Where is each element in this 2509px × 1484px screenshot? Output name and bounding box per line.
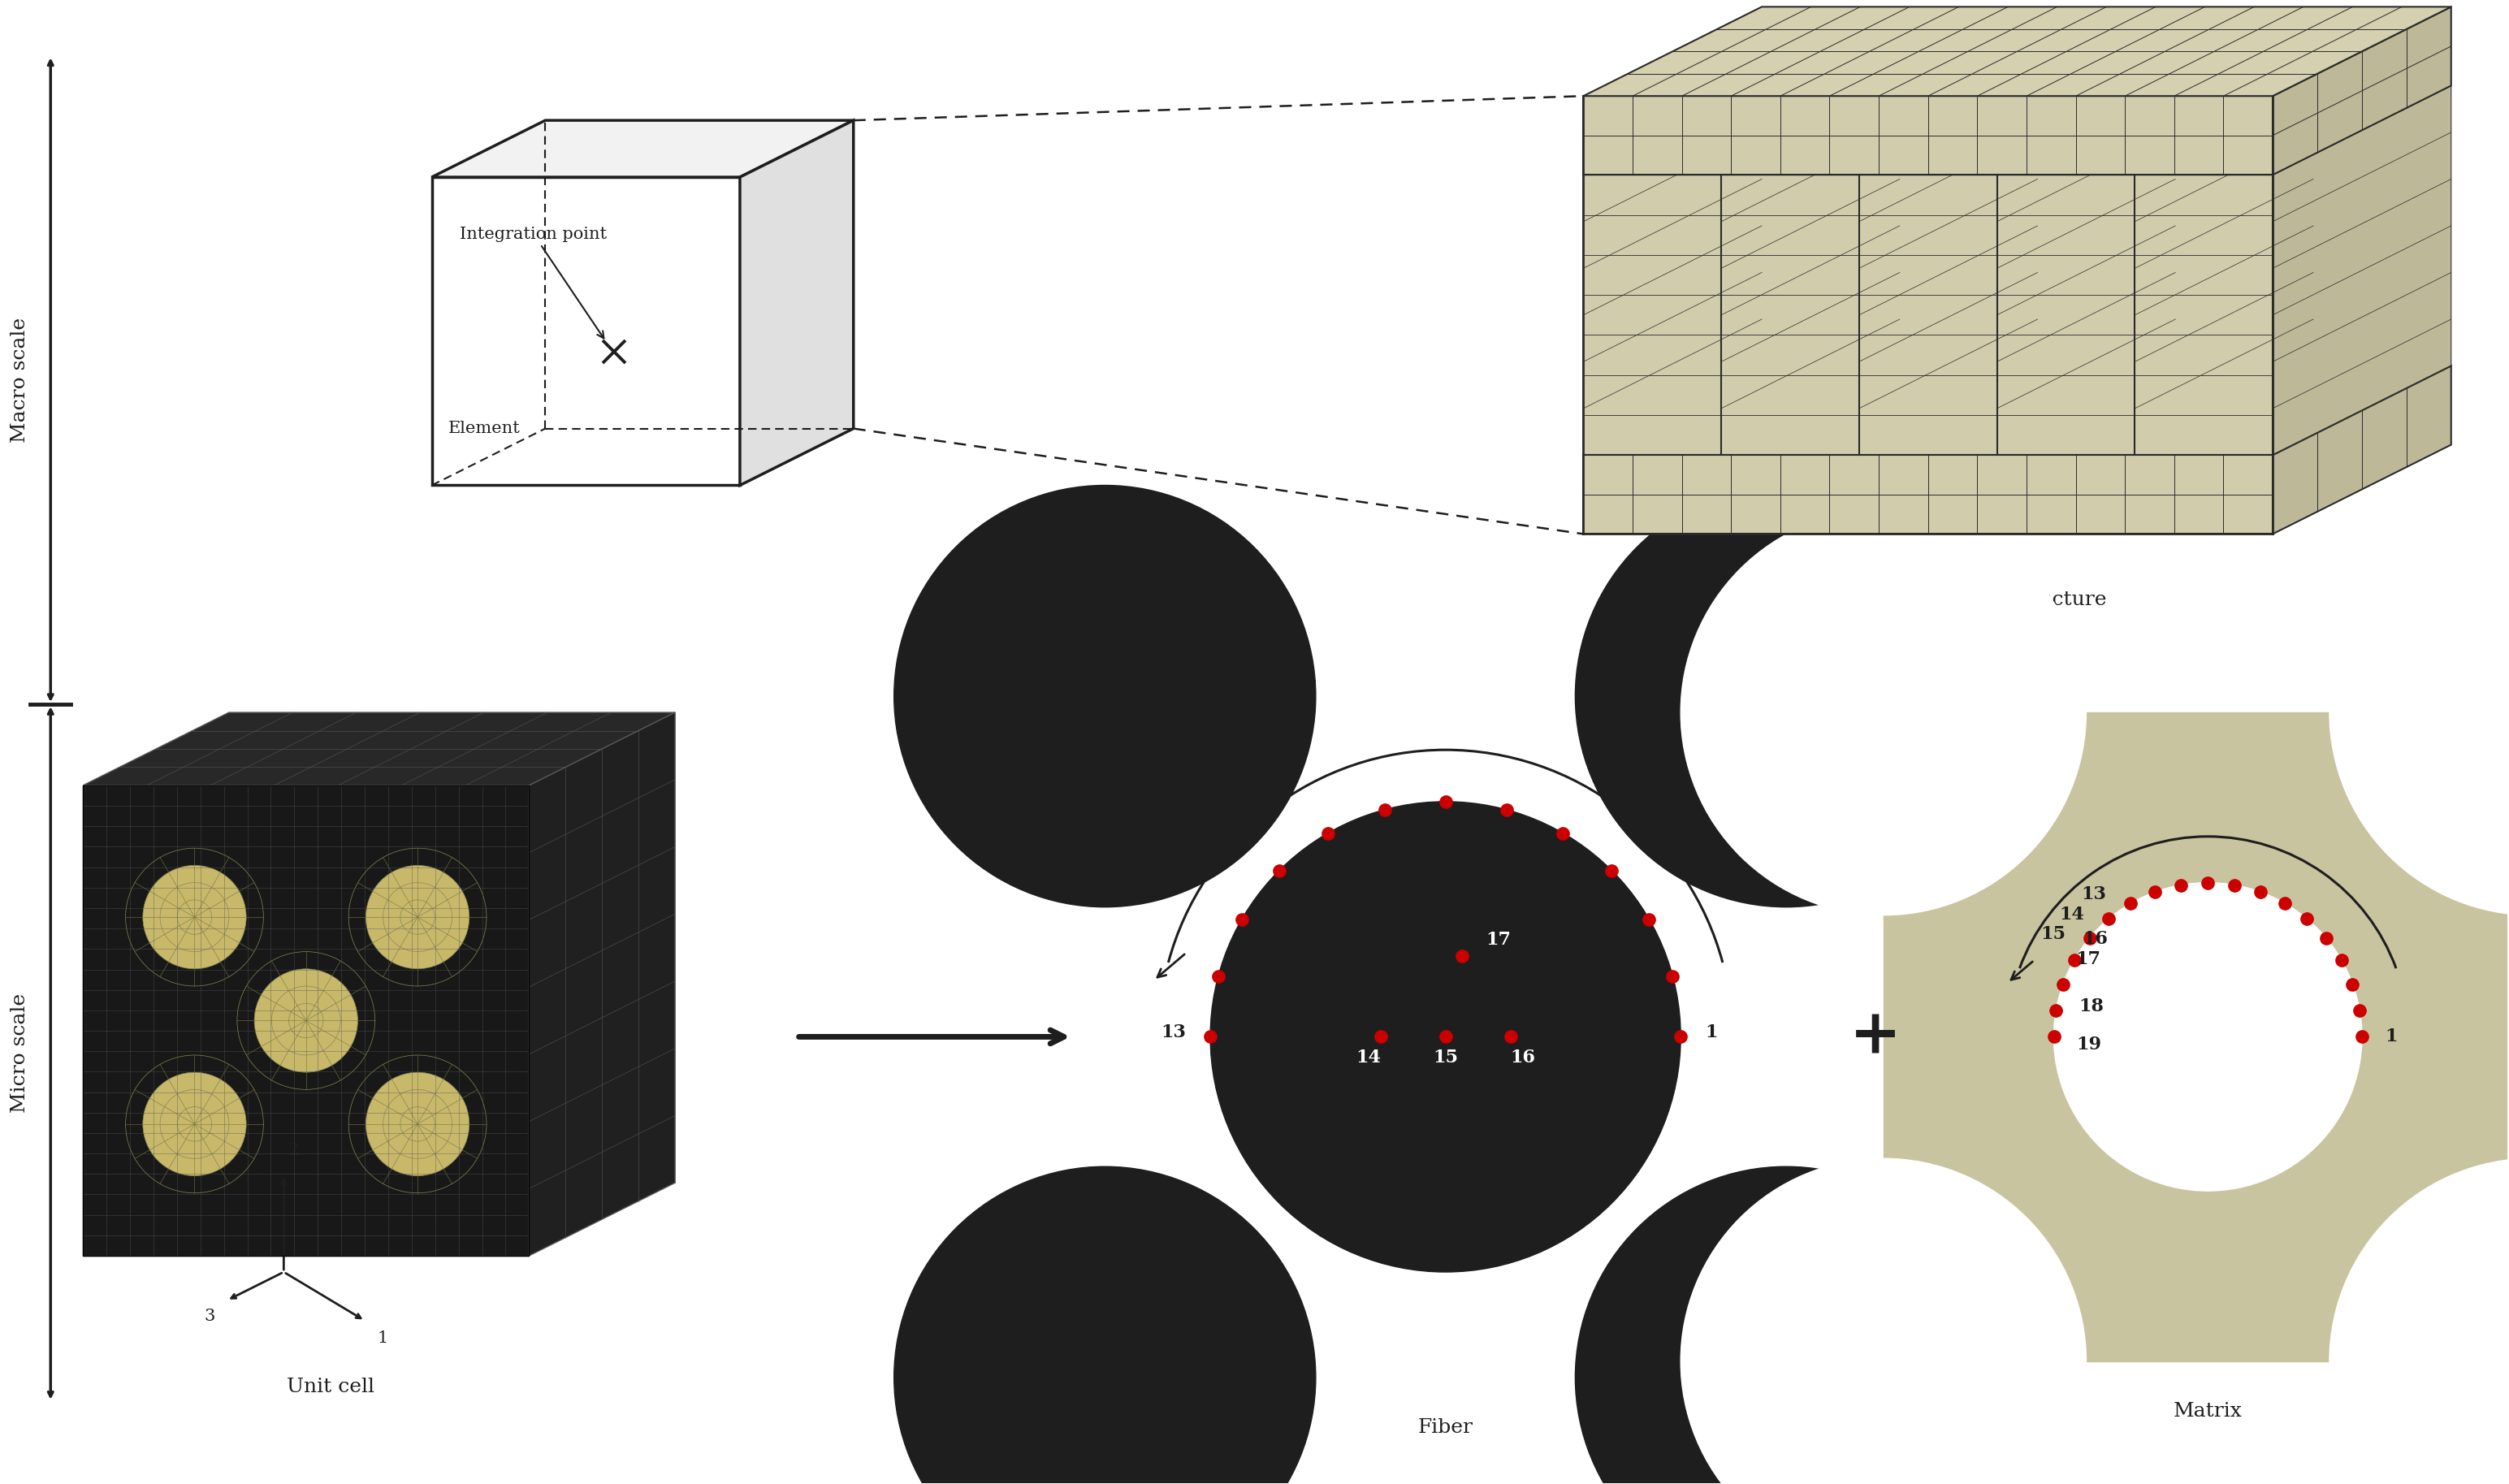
- Text: 16: 16: [1510, 1049, 1536, 1067]
- Text: 15: 15: [2040, 925, 2065, 942]
- Circle shape: [384, 883, 452, 951]
- Circle shape: [2328, 509, 2509, 916]
- Polygon shape: [2273, 367, 2451, 534]
- Circle shape: [143, 865, 246, 969]
- Circle shape: [161, 883, 228, 951]
- Polygon shape: [83, 712, 675, 785]
- Polygon shape: [1583, 456, 2273, 534]
- Polygon shape: [2273, 7, 2451, 175]
- Polygon shape: [1583, 96, 2273, 175]
- Polygon shape: [1583, 7, 2451, 96]
- Circle shape: [1576, 485, 1997, 907]
- Text: All-CFRP structure: All-CFRP structure: [1912, 591, 2108, 610]
- Polygon shape: [529, 712, 675, 1255]
- Text: 1: 1: [1706, 1024, 1719, 1042]
- Text: 14: 14: [2060, 905, 2085, 923]
- Circle shape: [1681, 1159, 2085, 1484]
- Text: Element: Element: [449, 420, 519, 436]
- Circle shape: [893, 485, 1315, 907]
- Text: 13: 13: [1162, 1024, 1187, 1042]
- Circle shape: [1576, 1166, 1997, 1484]
- Text: Unit cell: Unit cell: [286, 1377, 374, 1396]
- Text: Matrix: Matrix: [2173, 1402, 2243, 1420]
- Circle shape: [161, 1089, 228, 1159]
- Text: 3: 3: [203, 1309, 216, 1324]
- Text: 17: 17: [1485, 930, 1510, 948]
- Circle shape: [253, 969, 359, 1073]
- Text: 16: 16: [2082, 929, 2108, 948]
- Polygon shape: [1583, 86, 1761, 456]
- Circle shape: [271, 987, 341, 1055]
- Text: 18: 18: [2080, 997, 2105, 1015]
- Polygon shape: [1997, 86, 2175, 456]
- Circle shape: [893, 1166, 1315, 1484]
- Circle shape: [178, 899, 211, 935]
- Polygon shape: [2135, 86, 2313, 456]
- Polygon shape: [1583, 175, 2273, 456]
- Circle shape: [289, 1003, 324, 1037]
- Polygon shape: [83, 785, 529, 1255]
- Polygon shape: [1859, 86, 2037, 456]
- Text: Fiber: Fiber: [1418, 1419, 1473, 1437]
- Polygon shape: [740, 120, 853, 485]
- Circle shape: [366, 865, 469, 969]
- Text: 19: 19: [2077, 1036, 2103, 1054]
- Text: 17: 17: [2075, 950, 2100, 968]
- Polygon shape: [1104, 696, 1786, 1377]
- Circle shape: [366, 1073, 469, 1175]
- Circle shape: [178, 1107, 211, 1141]
- Text: +: +: [1849, 1006, 1902, 1067]
- Polygon shape: [1884, 712, 2509, 1361]
- Circle shape: [1681, 509, 2085, 916]
- Text: 2: 2: [289, 1143, 299, 1159]
- Circle shape: [384, 1089, 452, 1159]
- Text: 1: 1: [376, 1330, 389, 1346]
- Polygon shape: [2273, 86, 2451, 456]
- Text: 13: 13: [2082, 886, 2108, 904]
- Circle shape: [2055, 883, 2361, 1190]
- Circle shape: [401, 1107, 434, 1141]
- Text: 14: 14: [1355, 1049, 1380, 1067]
- Circle shape: [1209, 801, 1681, 1272]
- Circle shape: [2328, 1159, 2509, 1484]
- Polygon shape: [432, 120, 853, 177]
- Circle shape: [143, 1073, 246, 1175]
- Text: 1: 1: [2384, 1028, 2396, 1046]
- Text: Micro scale: Micro scale: [10, 993, 30, 1113]
- Circle shape: [401, 899, 434, 935]
- Text: 15: 15: [1433, 1049, 1458, 1067]
- Text: Macro scale: Macro scale: [10, 318, 30, 442]
- Polygon shape: [432, 177, 740, 485]
- Text: Integration point: Integration point: [459, 227, 607, 338]
- Polygon shape: [1721, 86, 1899, 456]
